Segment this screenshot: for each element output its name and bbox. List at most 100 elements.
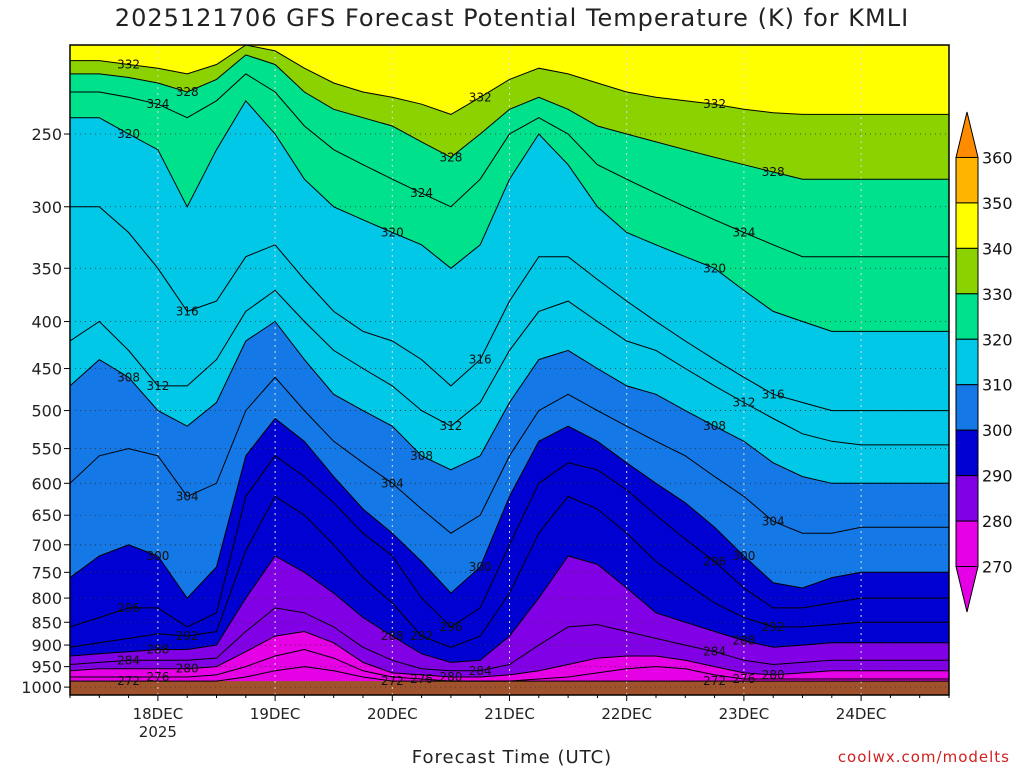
colorbar-swatch <box>955 293 979 340</box>
contour-label: 312 <box>732 396 755 410</box>
y-axis: 250 300 350 400 450 500 550 600 650 700 750 800 850 9… <box>21 125 70 697</box>
contour-label: 296 <box>117 601 140 615</box>
contour-label: 284 <box>117 653 140 667</box>
isentrope-328 <box>70 54 949 180</box>
contour-label: 304 <box>176 489 199 503</box>
credit-text: coolwx.com/modelts <box>837 748 1010 766</box>
y-tick-label: 1000 <box>21 678 62 697</box>
y-tick-label: 350 <box>31 259 62 278</box>
colorbar-swatch <box>955 338 979 386</box>
isentrope-320 <box>70 99 949 332</box>
y-tick-label: 900 <box>31 636 62 655</box>
contour-label: 304 <box>381 476 404 490</box>
y-tick-label: 800 <box>31 589 62 608</box>
colorbar-label: 360 <box>982 148 1013 167</box>
contour-label: 292 <box>762 620 785 634</box>
isentrope-280 <box>70 630 949 678</box>
colorbar-swatch <box>955 475 979 522</box>
isentrope-316 <box>70 206 949 412</box>
contour-label: 272 <box>381 674 404 688</box>
colorbar-bottom-arrow <box>955 566 979 613</box>
contour-label: 308 <box>703 419 726 433</box>
contour-label: 320 <box>117 127 140 141</box>
contour-label: 324 <box>146 97 169 111</box>
contour-label: 296 <box>703 555 726 569</box>
colorbar-top-arrow <box>955 111 979 158</box>
x-tick-label: 24DEC <box>836 705 887 723</box>
y-tick-label: 400 <box>31 313 62 332</box>
y-tick-label: 850 <box>31 613 62 632</box>
contour-label: 312 <box>439 419 462 433</box>
contour-label: 308 <box>410 449 433 463</box>
contour-label: 296 <box>439 620 462 634</box>
colorbar-label: 320 <box>982 330 1013 349</box>
contour-label: 320 <box>703 261 726 275</box>
isentrope-300 <box>70 417 949 599</box>
x-tick-label: 22DEC <box>601 705 652 723</box>
contour-label: 276 <box>146 670 169 684</box>
x-tick-label: 19DEC <box>250 705 301 723</box>
y-tick-label: 250 <box>31 125 62 144</box>
x-tick-label: 18DEC <box>133 705 184 723</box>
contour-label: 272 <box>117 674 140 688</box>
chart-title: 2025121706 GFS Forecast Potential Temper… <box>114 4 910 32</box>
contour-label: 316 <box>176 304 199 318</box>
y-tick-label: 950 <box>31 658 62 677</box>
contour-label: 284 <box>703 645 726 659</box>
contour-label: 284 <box>469 664 492 678</box>
x-tick-label: 21DEC <box>484 705 535 723</box>
y-tick-label: 750 <box>31 563 62 582</box>
contour-label: 308 <box>117 370 140 384</box>
contour-label: 324 <box>732 226 755 240</box>
colorbar-swatch <box>955 247 979 295</box>
y-tick-label: 500 <box>31 402 62 421</box>
x-tick-label: 23DEC <box>719 705 770 723</box>
plot-area <box>70 45 949 695</box>
contour-label: 324 <box>410 186 433 200</box>
contour-label: 320 <box>381 226 404 240</box>
colorbar-label: 280 <box>982 512 1013 531</box>
contour-label: 288 <box>146 642 169 656</box>
isentrope-296 <box>70 455 949 628</box>
contour-label: 300 <box>146 549 169 563</box>
contour-label: 332 <box>703 97 726 111</box>
contour-label: 292 <box>410 629 433 643</box>
isentrope-308 <box>70 320 949 484</box>
y-tick-label: 450 <box>31 360 62 379</box>
contour-label: 328 <box>762 165 785 179</box>
isentrope-312 <box>70 289 949 446</box>
y-tick-label: 600 <box>31 474 62 493</box>
colorbar-swatch <box>955 384 979 431</box>
colorbar-label: 350 <box>982 194 1013 213</box>
x-tick-sublabel: 2025 <box>139 723 177 741</box>
colorbar-label: 310 <box>982 376 1013 395</box>
colorbar-swatch <box>955 156 979 204</box>
contour-label: 300 <box>732 549 755 563</box>
contour-label: 288 <box>732 634 755 648</box>
colorbar-label: 270 <box>982 558 1013 577</box>
contour-label: 328 <box>176 85 199 99</box>
isentrope-284 <box>70 607 949 672</box>
contour-label: 332 <box>117 57 140 71</box>
x-axis-label: Forecast Time (UTC) <box>411 747 613 768</box>
contour-label: 280 <box>439 670 462 684</box>
colorbar-label: 330 <box>982 285 1013 304</box>
contour-label: 316 <box>762 387 785 401</box>
contour-label: 300 <box>469 560 492 574</box>
colorbar-label: 300 <box>982 421 1013 440</box>
colorbar-swatch <box>955 520 979 568</box>
colorbar: 360 350 340 330 320 310 300 290 280 270 <box>955 111 1013 613</box>
isentrope-288 <box>70 555 949 663</box>
contour-label: 288 <box>381 629 404 643</box>
x-tick-label: 20DEC <box>367 705 418 723</box>
contour-label: 280 <box>762 668 785 682</box>
y-tick-label: 550 <box>31 440 62 459</box>
y-tick-label: 300 <box>31 198 62 217</box>
isentrope-276 <box>70 648 949 682</box>
contour-label: 292 <box>176 629 199 643</box>
isentrope-304 <box>70 376 949 534</box>
contour-label: 276 <box>732 672 755 686</box>
